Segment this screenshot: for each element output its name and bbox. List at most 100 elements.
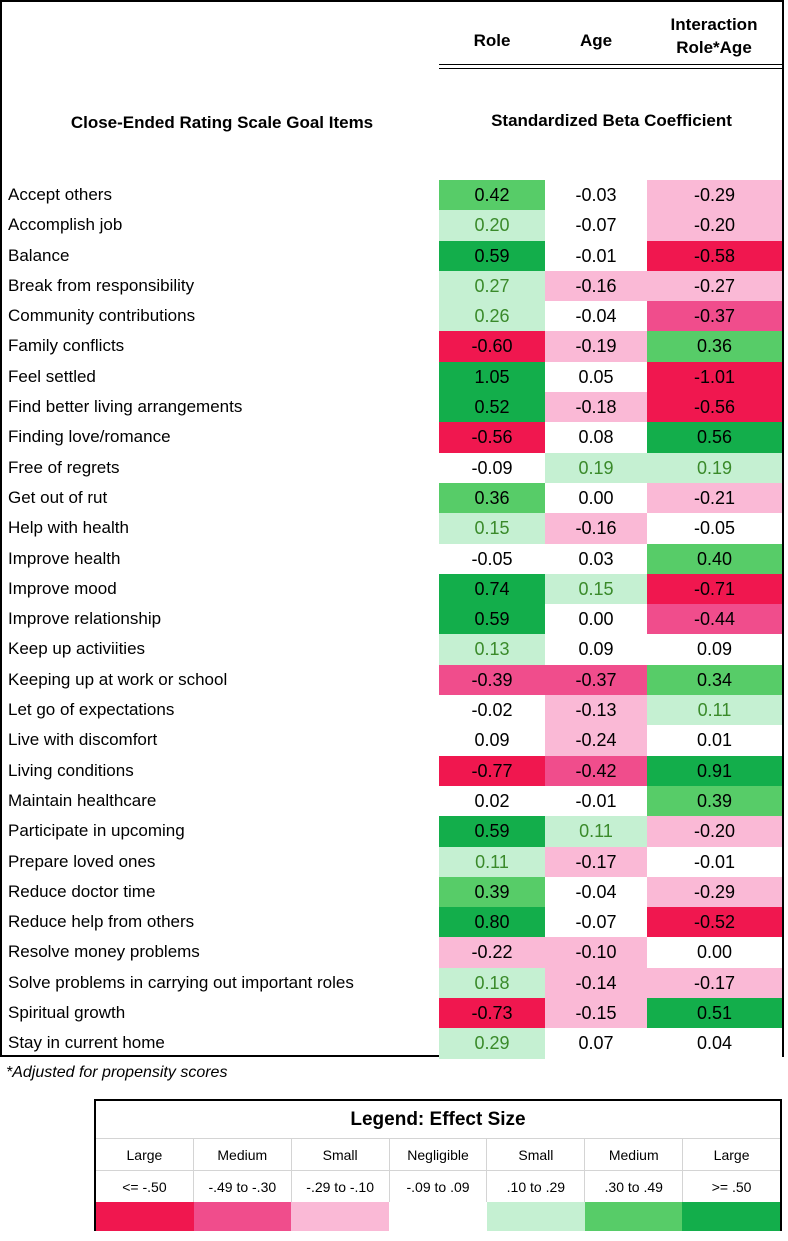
role-coefficient-cell: 0.52: [439, 392, 545, 423]
age-coefficient-cell: 0.05: [545, 361, 647, 393]
age-coefficient-cell: 0.09: [545, 634, 647, 665]
legend-range-label: .30 to .49: [585, 1171, 684, 1203]
interaction-coefficient-cell: 0.04: [647, 1028, 782, 1059]
role-coefficient-cell: 0.29: [439, 1028, 545, 1059]
legend-color-swatch: [584, 1202, 683, 1231]
age-coefficient-cell: 0.03: [545, 543, 647, 574]
legend-size-label: Medium: [194, 1139, 292, 1171]
table-row: Participate in upcoming 0.59 0.11 -0.20: [4, 816, 784, 847]
table-row: Improve health -0.05 0.03 0.40: [4, 543, 784, 574]
row-label: Reduce doctor time: [8, 881, 156, 901]
row-label: Community contributions: [8, 306, 196, 326]
interaction-coefficient-cell: -0.17: [647, 967, 782, 999]
footnote: *Adjusted for propensity scores: [6, 1064, 228, 1081]
interaction-coefficient-cell: -0.21: [647, 482, 782, 514]
interaction-coefficient-cell: 0.34: [647, 664, 782, 696]
interaction-coefficient-cell: -0.71: [647, 573, 782, 605]
row-label: Resolve money problems: [8, 942, 200, 962]
age-coefficient-cell: -0.01: [545, 785, 647, 817]
row-label: Solve problems in carrying out important…: [8, 972, 354, 992]
age-coefficient-cell: -0.10: [545, 937, 647, 968]
row-label: Prepare loved ones: [8, 851, 156, 871]
legend-swatch-row: [96, 1202, 781, 1231]
interaction-coefficient-cell: -0.20: [647, 210, 782, 241]
table-row: Stay in current home 0.29 0.07 0.04: [4, 1028, 784, 1059]
age-coefficient-cell: -0.16: [545, 513, 647, 544]
table-row: Resolve money problems -0.22 -0.10 0.00: [4, 937, 784, 968]
row-label: Balance: [8, 245, 70, 265]
table-body: Accept others 0.42 -0.03 -0.29 Accomplish jo…: [4, 180, 784, 1059]
role-coefficient-cell: 0.42: [439, 180, 545, 211]
role-coefficient-cell: 0.80: [439, 907, 545, 938]
row-label: Spiritual growth: [8, 1003, 126, 1023]
age-coefficient-cell: -0.04: [545, 876, 647, 908]
role-coefficient-cell: 0.11: [439, 846, 545, 877]
legend-range-label: -.49 to -.30: [194, 1171, 292, 1203]
column-header-interaction: Interaction Role*Age: [647, 13, 781, 59]
interaction-coefficient-cell: -0.01: [647, 846, 782, 877]
interaction-coefficient-cell: -0.27: [647, 270, 782, 302]
interaction-coefficient-cell: 0.36: [647, 331, 782, 362]
legend-size-label: Small: [487, 1139, 586, 1171]
interaction-coefficient-cell: 0.11: [647, 695, 782, 726]
role-coefficient-cell: 0.26: [439, 301, 545, 332]
table-row: Maintain healthcare 0.02 -0.01 0.39: [4, 785, 784, 817]
interaction-coefficient-cell: -0.29: [647, 876, 782, 908]
legend-size-label: Negligible: [390, 1139, 488, 1171]
table-row: Prepare loved ones 0.11 -0.17 -0.01: [4, 846, 784, 877]
row-label: Keep up activiities: [8, 639, 146, 659]
row-label: Improve mood: [8, 578, 117, 598]
age-coefficient-cell: -0.42: [545, 755, 647, 786]
interaction-coefficient-cell: 0.09: [647, 634, 782, 665]
table-row: Accomplish job 0.20 -0.07 -0.20: [4, 210, 784, 241]
table-row: Break from responsibility 0.27 -0.16 -0.27: [4, 270, 784, 302]
role-coefficient-cell: 0.39: [439, 876, 545, 908]
age-coefficient-cell: -0.19: [545, 331, 647, 362]
table-row: Let go of expectations -0.02 -0.13 0.11: [4, 695, 784, 726]
interaction-coefficient-cell: -0.29: [647, 180, 782, 211]
interaction-coefficient-cell: 0.91: [647, 755, 782, 786]
row-label: Let go of expectations: [8, 700, 175, 720]
row-label: Accomplish job: [8, 215, 123, 235]
interaction-coefficient-cell: -0.52: [647, 907, 782, 938]
row-label: Feel settled: [8, 366, 96, 386]
results-table: Role Age Interaction Role*Age Close-Ende…: [0, 0, 784, 1059]
legend-color-swatch: [193, 1202, 292, 1231]
table-row: Improve relationship 0.59 0.00 -0.44: [4, 604, 784, 635]
role-coefficient-cell: 0.36: [439, 482, 545, 514]
table-row: Get out of rut 0.36 0.00 -0.21: [4, 482, 784, 514]
interaction-coefficient-cell: -0.56: [647, 392, 782, 423]
row-label: Maintain healthcare: [8, 790, 157, 810]
interaction-coefficient-cell: -0.20: [647, 816, 782, 847]
table-row: Improve mood 0.74 0.15 -0.71: [4, 573, 784, 605]
role-coefficient-cell: 0.20: [439, 210, 545, 241]
legend-range-label: -.29 to -.10: [292, 1171, 390, 1203]
age-coefficient-cell: -0.15: [545, 998, 647, 1029]
column-header-interaction-line2: Role*Age: [676, 38, 752, 57]
age-coefficient-cell: -0.24: [545, 725, 647, 756]
age-coefficient-cell: -0.03: [545, 180, 647, 211]
interaction-coefficient-cell: -1.01: [647, 361, 782, 393]
interaction-coefficient-cell: -0.58: [647, 240, 782, 271]
row-label: Family conflicts: [8, 336, 125, 356]
age-coefficient-cell: -0.01: [545, 240, 647, 271]
table-row: Reduce doctor time 0.39 -0.04 -0.29: [4, 876, 784, 908]
age-coefficient-cell: 0.00: [545, 604, 647, 635]
interaction-coefficient-cell: -0.37: [647, 301, 782, 332]
legend-range-label: >= .50: [711, 1179, 752, 1195]
age-coefficient-cell: 0.00: [545, 482, 647, 514]
interaction-coefficient-cell: 0.19: [647, 452, 782, 483]
age-coefficient-cell: -0.04: [545, 301, 647, 332]
row-label: Help with health: [8, 518, 129, 538]
role-coefficient-cell: -0.05: [439, 543, 545, 574]
role-coefficient-cell: 1.05: [439, 361, 545, 393]
age-coefficient-cell: 0.08: [545, 422, 647, 453]
table-row: Family conflicts -0.60 -0.19 0.36: [4, 331, 784, 362]
table-row: Free of regrets -0.09 0.19 0.19: [4, 452, 784, 483]
legend-color-swatch: [96, 1202, 194, 1231]
interaction-coefficient-cell: 0.01: [647, 725, 782, 756]
age-coefficient-cell: -0.18: [545, 392, 647, 423]
legend-range-label: -.09 to .09: [390, 1171, 488, 1203]
role-coefficient-cell: 0.13: [439, 634, 545, 665]
table-row: Reduce help from others 0.80 -0.07 -0.52: [4, 907, 784, 938]
